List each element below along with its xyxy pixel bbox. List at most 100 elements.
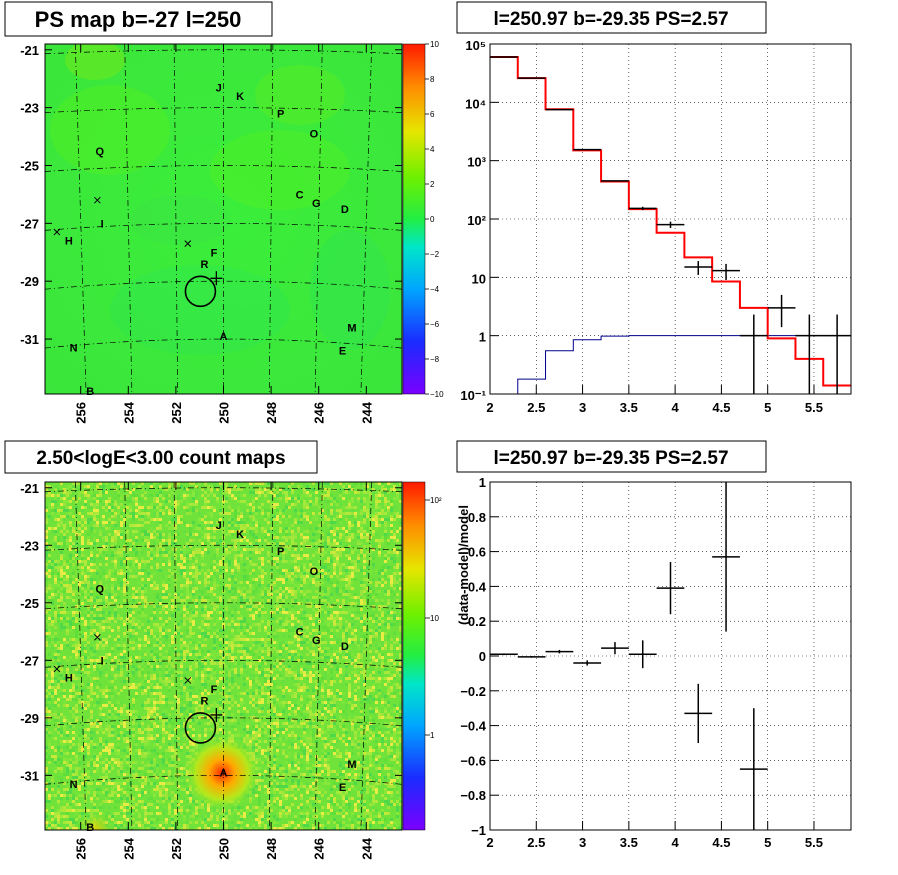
count-map-title: 2.50<logE<3.00 count maps (36, 448, 285, 469)
grid-longitude-line (268, 44, 274, 394)
grid-longitude-line (173, 482, 179, 830)
colorbar-tick-label: 10² (430, 496, 442, 505)
colorbar-tick-label: 2 (430, 180, 435, 189)
x-tick-label: 246 (312, 402, 327, 424)
x-tick-label: 4 (672, 400, 680, 415)
residual-panel: 2 2.5 3 3.5 4 4.5 5 5.5 1 0.8 0.6 0.4 0.2 0 −0.2 −0.4 −… (456, 475, 852, 850)
grid-latitude-line (45, 223, 402, 231)
x-tick-label: 250 (217, 838, 232, 860)
cross-marker (94, 633, 101, 641)
count-map-hotspots (76, 735, 260, 830)
source-label-M: M (347, 759, 356, 771)
spectrum-panel: 2 2.5 3 3.5 4 4.5 5 5.5 10⁻¹ 1 10 10² 10³ 10⁴ 10⁵ (460, 38, 852, 415)
grid-latitude-line (45, 107, 402, 113)
residual-y-axis: 1 0.8 0.6 0.4 0.2 0 −0.2 −0.4 −0.6 −0.8 −1 (460, 475, 499, 838)
y-tick-label: 1 (479, 475, 486, 490)
title-box-ps-map: PS map b=-27 l=250 (4, 1, 273, 37)
x-tick-label: 3 (579, 400, 586, 415)
y-tick-label: -23 (20, 101, 39, 116)
source-label-Q: Q (95, 146, 104, 158)
y-tick-label: 10³ (467, 155, 486, 170)
y-tick-label: 0.2 (468, 614, 486, 629)
y-tick-label: −0.2 (460, 684, 486, 699)
x-tick-label: 5 (764, 835, 771, 850)
cross-marker (53, 665, 61, 673)
source-label-Q: Q (95, 583, 104, 595)
y-tick-label: −0.4 (460, 719, 486, 734)
source-label-R: R (200, 259, 208, 271)
y-tick-label: 0.8 (468, 510, 486, 525)
source-label-H: H (65, 236, 73, 248)
source-label-E: E (339, 782, 346, 794)
source-label-A: A (220, 331, 228, 343)
y-tick-label: 10⁴ (465, 96, 486, 111)
y-tick-label: 0.6 (468, 545, 486, 560)
colorbar-tick-label: −10 (430, 390, 444, 399)
y-tick-label: -23 (20, 538, 39, 553)
source-label-J: J (216, 520, 222, 532)
x-tick-label: 250 (217, 402, 232, 424)
x-tick-label: 3.5 (620, 400, 638, 415)
grid-longitude-line (314, 44, 323, 394)
target-circle (184, 712, 217, 744)
ps-map-sources: J K P O Q CG D H I FR M N E A B (53, 82, 357, 398)
x-tick-label: 246 (312, 838, 327, 860)
x-tick-label: 2.5 (527, 400, 545, 415)
title-box-residual: l=250.97 b=-29.35 PS=2.57 (456, 440, 767, 473)
cross-marker (53, 228, 61, 236)
colorbar-tick-label: −2 (430, 250, 440, 259)
ps-position-marker (210, 271, 223, 286)
title-box-spectrum: l=250.97 b=-29.35 PS=2.57 (456, 1, 767, 34)
x-tick-label: 254 (121, 401, 136, 423)
source-label-D: D (341, 204, 349, 216)
source-label-I: I (101, 218, 104, 230)
source-label-J: J (216, 82, 222, 94)
y-tick-label: 10⁻¹ (460, 388, 486, 403)
source-label-B: B (86, 822, 94, 834)
x-tick-label: 2 (486, 835, 493, 850)
grid-latitude-line (45, 775, 402, 785)
count-colorbar (402, 481, 426, 831)
x-tick-label: 5 (764, 400, 771, 415)
source-label-N: N (70, 343, 78, 355)
hotspot-A (184, 735, 260, 811)
x-tick-label: 254 (121, 837, 136, 859)
ps-position-marker (210, 707, 223, 722)
count-colorbar-ticks: 10² 10 1 (425, 496, 442, 740)
colorbar-tick-label: 6 (430, 110, 435, 119)
colorbar-tick-label: −6 (430, 320, 440, 329)
count-map-y-axis: -21 -23 -25 -27 -29 -31 (20, 481, 402, 783)
x-tick-label: 256 (74, 838, 89, 860)
source-label-I: I (101, 655, 104, 667)
source-label-G: G (312, 635, 321, 647)
x-tick-label: 244 (359, 401, 374, 423)
x-tick-label: 5.5 (805, 835, 823, 850)
ps-map-title: PS map b=-27 l=250 (35, 7, 242, 32)
count-map-sources: J K P O Q CG D H I FR M N E A B (53, 520, 357, 834)
colorbar-tick-label: 10 (430, 40, 439, 49)
y-tick-label: 10² (467, 213, 486, 228)
source-label-R: R (200, 696, 208, 708)
grid-longitude-line (124, 482, 133, 830)
grid-longitude-line (314, 482, 323, 830)
colorbar-tick-label: 4 (430, 145, 435, 154)
source-label-A: A (220, 767, 228, 779)
x-tick-label: 2 (486, 400, 493, 415)
y-tick-label: −1 (471, 823, 486, 838)
source-label-P: P (277, 546, 284, 558)
grid-latitude-line (45, 544, 402, 551)
source-label-N: N (70, 779, 78, 791)
residual-data-points (490, 482, 768, 830)
residual-title: l=250.97 b=-29.35 PS=2.57 (493, 448, 728, 469)
y-tick-label: 1 (479, 330, 486, 345)
spectrum-data-points (490, 56, 851, 394)
y-tick-label: -27 (20, 653, 39, 668)
source-label-E: E (339, 346, 346, 358)
y-tick-label: -31 (20, 332, 39, 347)
x-tick-label: 2.5 (527, 835, 545, 850)
spectrum-grid (490, 44, 851, 394)
y-tick-label: -29 (20, 711, 39, 726)
y-tick-label: -25 (20, 596, 39, 611)
x-tick-label: 248 (264, 402, 279, 424)
x-tick-label: 4.5 (712, 400, 730, 415)
